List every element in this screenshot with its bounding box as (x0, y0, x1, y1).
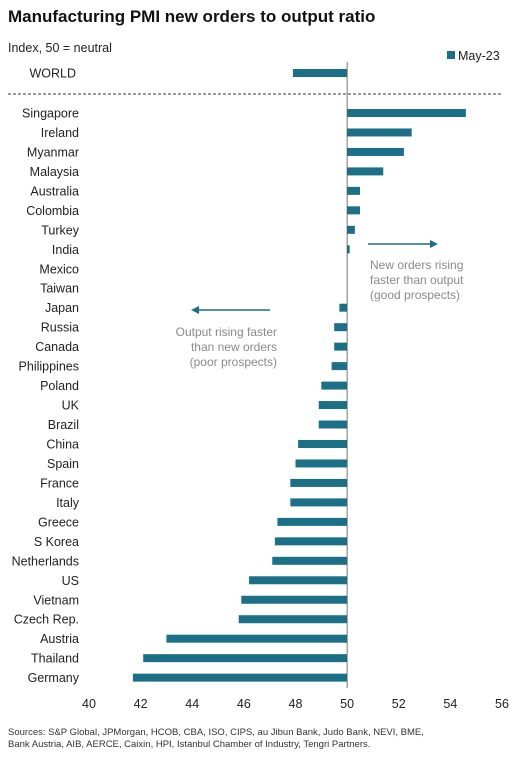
category-label: Brazil (48, 418, 79, 432)
x-tick-label: 54 (443, 697, 457, 711)
category-label: Myanmar (27, 145, 79, 159)
bar (238, 615, 348, 624)
category-label: Thailand (31, 652, 79, 666)
bar (347, 206, 361, 215)
category-label: Italy (56, 496, 80, 510)
category-label: Turkey (41, 223, 79, 237)
legend: May-23 (447, 49, 500, 63)
bar (272, 556, 348, 565)
bar (277, 517, 348, 526)
category-label: Colombia (26, 204, 79, 218)
category-label: US (62, 574, 79, 588)
source-line-2: Bank Austria, AIB, AERCE, Caixin, HPI, I… (8, 739, 370, 750)
x-tick-label: 40 (82, 697, 96, 711)
category-label: Spain (47, 457, 79, 471)
x-tick-label: 46 (237, 697, 251, 711)
category-label: Philippines (19, 360, 79, 374)
category-label: Vietnam (33, 593, 79, 607)
bar (318, 401, 348, 410)
bar (347, 225, 355, 234)
bar (290, 498, 348, 507)
bar (143, 654, 348, 663)
bar (132, 673, 348, 682)
x-tick-label: 56 (495, 697, 509, 711)
bar (339, 303, 348, 312)
bar (274, 537, 348, 546)
bar (295, 459, 348, 468)
bar (249, 576, 348, 585)
category-label: Czech Rep. (14, 613, 79, 627)
bar (292, 69, 348, 77)
bar (166, 634, 348, 643)
category-label: Taiwan (40, 282, 79, 296)
annotation-right-line-2: faster than output (370, 273, 464, 287)
category-label: India (52, 243, 79, 257)
right-arrow-icon (430, 240, 438, 248)
annotation-left-line-2: than new orders (191, 340, 277, 354)
bar (298, 439, 348, 448)
bar (321, 381, 348, 390)
legend-swatch (447, 51, 455, 59)
source-line-1: Sources: S&P Global, JPMorgan, HCOB, CBA… (8, 727, 424, 738)
category-label: Mexico (39, 262, 79, 276)
annotation-right-line-1: New orders rising (370, 258, 463, 272)
bars (132, 69, 466, 682)
category-label: Malaysia (30, 165, 79, 179)
category-label: Japan (45, 301, 79, 315)
x-tick-label: 48 (289, 697, 303, 711)
x-axis-ticks: 40 42 44 46 48 50 52 54 56 (82, 697, 509, 711)
category-label: China (46, 437, 79, 451)
category-label: France (40, 476, 79, 490)
category-label: Australia (30, 184, 79, 198)
bar (290, 478, 348, 487)
category-label: Singapore (22, 107, 79, 121)
bar (347, 128, 412, 137)
bar (347, 186, 361, 195)
left-arrow-icon (191, 306, 199, 314)
category-label: Canada (35, 340, 79, 354)
chart-title: Manufacturing PMI new orders to output r… (8, 7, 375, 26)
category-label: S Korea (34, 535, 79, 549)
annotation-left-line-1: Output rising faster (176, 325, 277, 339)
category-label: Germany (28, 671, 80, 685)
annotation-right-line-3: (good prospects) (370, 288, 460, 302)
category-label: UK (62, 399, 80, 413)
category-label: Netherlands (12, 554, 79, 568)
x-tick-label: 42 (134, 697, 148, 711)
bar (347, 167, 384, 176)
category-label: Austria (40, 632, 79, 646)
bar (347, 109, 466, 117)
category-label: Russia (41, 321, 79, 335)
x-tick-label: 44 (185, 697, 199, 711)
legend-label: May-23 (458, 49, 500, 63)
category-labels: WORLD Singapore Ireland Myanmar Malaysia Aust… (12, 67, 80, 686)
category-label: Ireland (41, 126, 79, 140)
bar (334, 342, 348, 351)
bar (318, 420, 348, 429)
annotation-right: New orders rising faster than output (go… (368, 240, 464, 302)
bar (331, 362, 348, 371)
annotation-left-line-3: (poor prospects) (190, 355, 277, 369)
category-label: Greece (38, 515, 79, 529)
bar (347, 245, 350, 254)
bar (347, 147, 404, 156)
x-tick-label: 52 (392, 697, 406, 711)
bar (334, 323, 348, 332)
chart-subtitle: Index, 50 = neutral (8, 41, 112, 55)
bar (241, 595, 348, 604)
category-label: WORLD (29, 67, 76, 81)
x-tick-label: 50 (340, 697, 354, 711)
annotation-left: Output rising faster than new orders (po… (176, 306, 277, 369)
category-label: Poland (40, 379, 79, 393)
